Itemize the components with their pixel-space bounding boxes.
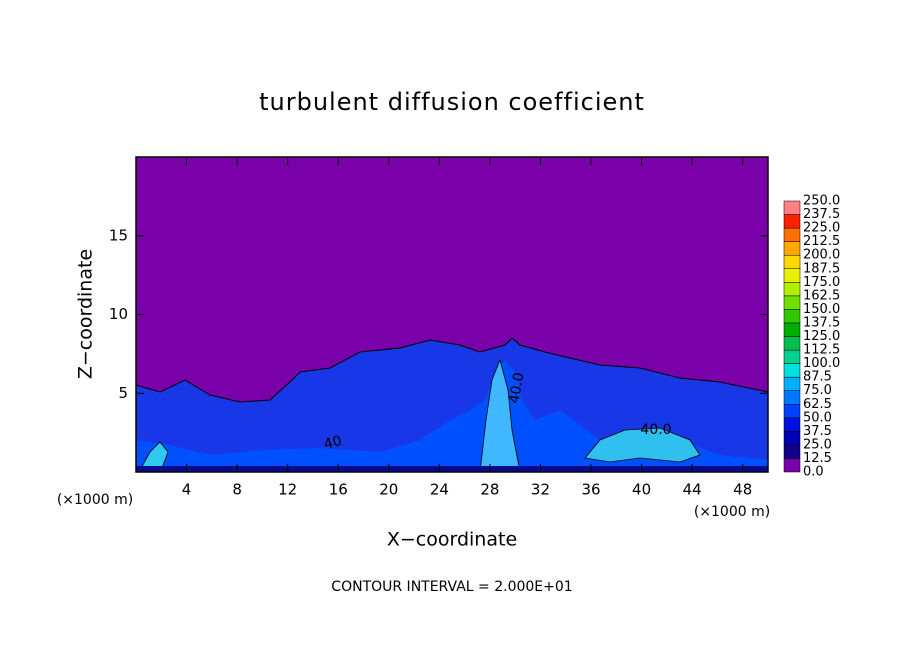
x-tick-label: 20: [379, 481, 398, 499]
colorbar-swatch: [783, 214, 801, 229]
colorbar-swatch: [783, 241, 801, 256]
colorbar-label: 162.5: [803, 288, 840, 303]
x-tick-label: 44: [683, 481, 702, 499]
colorbar-swatch: [783, 404, 801, 419]
colorbar-label: 237.5: [803, 207, 840, 222]
y-tick-label: 5: [118, 384, 128, 402]
colorbar-label: 25.0: [803, 437, 832, 452]
colorbar-label: 87.5: [803, 370, 832, 385]
field-region: [584, 427, 701, 463]
x-tick-label: 4: [182, 481, 192, 499]
x-axis-label: X−coordinate: [387, 529, 517, 551]
x-tick-label: 48: [733, 481, 752, 499]
y-tick-label: 15: [109, 226, 128, 244]
colorbar-swatch: [783, 268, 801, 283]
colorbar-swatch: [783, 349, 801, 364]
x-tick-label: 40: [632, 481, 651, 499]
field-region: [479, 358, 521, 473]
y-axis-label: Z−coordinate: [75, 249, 97, 379]
colorbar-swatch: [783, 336, 801, 351]
colorbar-label: 150.0: [803, 302, 840, 317]
contour-label: 40.0: [640, 422, 671, 438]
colorbar-label: 200.0: [803, 248, 840, 263]
colorbar-label: 75.0: [803, 383, 832, 398]
colorbar-swatch: [783, 431, 801, 446]
colorbar-swatch: [783, 363, 801, 378]
colorbar-swatch: [783, 254, 801, 269]
x-tick-label: 8: [232, 481, 242, 499]
colorbar-label: 100.0: [803, 356, 840, 371]
colorbar-label: 112.5: [803, 343, 840, 358]
plot-area: [135, 156, 769, 473]
colorbar-swatch: [783, 417, 801, 432]
x-tick-label: 12: [278, 481, 297, 499]
x-unit-label: (×1000 m): [694, 504, 770, 520]
footnote: CONTOUR INTERVAL = 2.000E+01: [331, 579, 572, 595]
contour-label: 40: [322, 433, 343, 453]
x-tick-label: 36: [581, 481, 600, 499]
colorbar-label: 212.5: [803, 234, 840, 249]
colorbar-swatch: [783, 444, 801, 459]
x-tick-label: 28: [480, 481, 499, 499]
colorbar-swatch: [783, 227, 801, 242]
colorbar-swatch: [783, 458, 801, 473]
colorbar-label: 0.0: [803, 465, 824, 480]
colorbar-swatch: [783, 295, 801, 310]
y-tick-label: 10: [109, 305, 128, 323]
field-region: [136, 466, 768, 472]
colorbar-label: 187.5: [803, 261, 840, 276]
chart-title: turbulent diffusion coefficient: [259, 88, 645, 116]
colorbar-label: 12.5: [803, 451, 832, 466]
colorbar-swatch: [783, 200, 801, 215]
colorbar-label: 175.0: [803, 275, 840, 290]
colorbar-label: 37.5: [803, 424, 832, 439]
colorbar-swatch: [783, 390, 801, 405]
colorbar-swatch: [783, 309, 801, 324]
colorbar-label: 137.5: [803, 315, 840, 330]
colorbar-swatch: [783, 322, 801, 337]
colorbar-label: 50.0: [803, 410, 832, 425]
x-tick-label: 32: [531, 481, 550, 499]
colorbar-swatch: [783, 376, 801, 391]
x-tick-label: 16: [329, 481, 348, 499]
colorbar-label: 225.0: [803, 221, 840, 236]
colorbar-label: 250.0: [803, 194, 840, 209]
x-tick-label: 24: [430, 481, 449, 499]
x-unit-label: (×1000 m): [57, 492, 133, 508]
colorbar-label: 62.5: [803, 397, 832, 412]
colorbar-label: 125.0: [803, 329, 840, 344]
colorbar-swatch: [783, 282, 801, 297]
contour-label: 40.0: [506, 371, 527, 404]
